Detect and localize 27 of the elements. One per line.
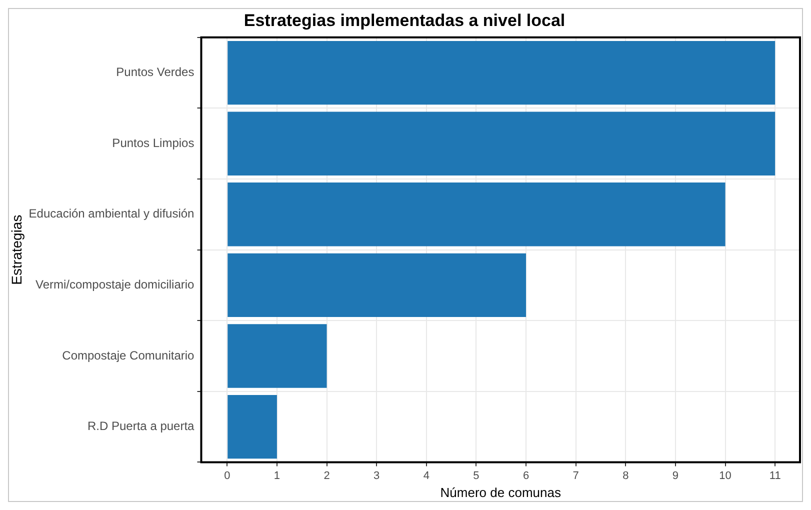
x-tick-label: 4 — [423, 470, 430, 482]
y-tick-label: Puntos Verdes — [116, 65, 194, 80]
x-tick-label: 8 — [622, 470, 629, 482]
x-tick-label: 9 — [672, 470, 679, 482]
x-tick-label: 2 — [324, 470, 330, 482]
x-axis-title: Número de comunas — [440, 484, 562, 500]
y-tick-label: Puntos Limpios — [112, 136, 194, 150]
x-tick-label: 1 — [274, 470, 280, 482]
y-tick-label: Educación ambiental y difusión — [28, 206, 194, 221]
x-tick-label: 11 — [769, 470, 781, 482]
y-axis-title: Estrategias — [8, 214, 24, 285]
x-tick-label: 10 — [719, 470, 732, 482]
x-tick-label: 3 — [374, 470, 380, 482]
x-tick-label: 7 — [572, 470, 579, 482]
chart-title: Estrategias implementadas a nivel local — [244, 10, 566, 30]
x-tick-label: 0 — [224, 470, 230, 482]
bar — [228, 112, 776, 176]
x-tick-label: 6 — [522, 470, 530, 482]
x-tick-label: 5 — [473, 470, 480, 482]
bar — [228, 182, 726, 246]
y-tick-label: Compostaje Comunitario — [62, 348, 195, 362]
bar — [228, 253, 526, 318]
bar — [228, 394, 277, 459]
bar — [228, 40, 776, 105]
bar — [228, 324, 327, 388]
y-tick-label: R.D Puerta a puerta — [88, 419, 195, 434]
y-tick-label: Vermi/compostaje domiciliario — [36, 278, 195, 292]
